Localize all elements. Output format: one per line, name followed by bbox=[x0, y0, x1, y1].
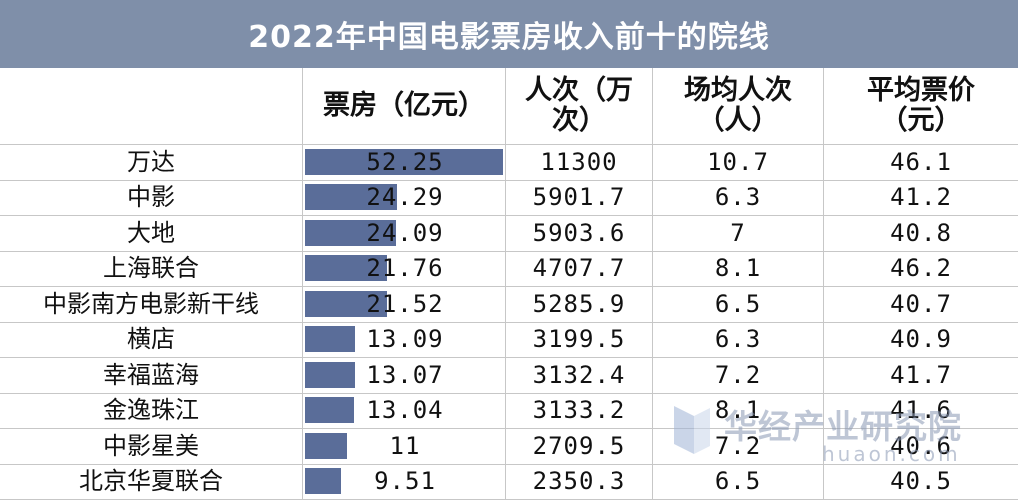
box-office-value: 13.04 bbox=[366, 396, 444, 425]
avg-per-show-cell: 6.5 bbox=[714, 467, 762, 496]
avg-price-cell: 40.7 bbox=[890, 289, 952, 318]
header-attendance: 人次（万 次） bbox=[506, 68, 652, 144]
watermark: 华经产业研究院 huaon.com bbox=[672, 400, 1002, 470]
avg-per-show-cell: 7.2 bbox=[714, 431, 762, 460]
row-name-cell: 中影 bbox=[127, 183, 175, 212]
avg-per-show-cell: 8.1 bbox=[714, 254, 762, 283]
row-name-cell: 中影南方电影新干线 bbox=[43, 289, 259, 318]
attendance-cell: 5903.6 bbox=[532, 218, 626, 247]
box-office-value: 11 bbox=[389, 431, 421, 460]
table-row: 上海联合 21.76 4707.7 8.1 46.2 bbox=[0, 251, 1018, 287]
box-office-bar bbox=[305, 148, 503, 175]
row-name-cell: 大地 bbox=[127, 218, 175, 247]
box-office-bar bbox=[305, 397, 355, 424]
box-office-bar bbox=[305, 219, 397, 246]
table-row: 幸福蓝海 13.07 3132.4 7.2 41.7 bbox=[0, 357, 1018, 394]
avg-price-cell: 40.8 bbox=[890, 218, 952, 247]
table-row: 万达 52.25 11300 10.7 46.1 bbox=[0, 144, 1018, 181]
box-office-bar bbox=[305, 290, 387, 317]
grid-line bbox=[302, 68, 303, 500]
box-office-value: 24.29 bbox=[366, 183, 444, 212]
box-office-value: 24.09 bbox=[366, 218, 444, 247]
header-attendance-line2: 次） bbox=[552, 105, 606, 136]
avg-per-show-cell: 7 bbox=[730, 218, 746, 247]
avg-price-cell: 46.1 bbox=[890, 147, 952, 176]
row-name-cell: 横店 bbox=[127, 325, 175, 354]
attendance-cell: 2709.5 bbox=[532, 431, 626, 460]
row-name-cell: 万达 bbox=[127, 147, 175, 176]
attendance-cell: 3199.5 bbox=[532, 325, 626, 354]
watermark-url: huaon.com bbox=[822, 442, 961, 466]
table-row: 金逸珠江 13.04 3133.2 8.1 41.6 bbox=[0, 393, 1018, 429]
avg-price-cell: 41.2 bbox=[890, 183, 952, 212]
header-avg-price: 平均票价 （元） bbox=[824, 68, 1018, 144]
box-office-value: 21.76 bbox=[366, 254, 444, 283]
table-row: 中影星美 11 2709.5 7.2 40.6 bbox=[0, 428, 1018, 465]
avg-per-show-cell: 10.7 bbox=[707, 147, 769, 176]
header-avg-price-line1: 平均票价 bbox=[867, 75, 975, 107]
box-office-value: 9.51 bbox=[374, 467, 436, 496]
avg-price-cell: 41.6 bbox=[890, 396, 952, 425]
header-avg-price-line2: （元） bbox=[880, 105, 962, 136]
attendance-cell: 5901.7 bbox=[532, 183, 626, 212]
row-name-cell: 幸福蓝海 bbox=[103, 360, 199, 389]
header-box-office: 票房（亿元） bbox=[323, 90, 485, 122]
row-name-cell: 金逸珠江 bbox=[103, 396, 199, 425]
header-name bbox=[0, 68, 302, 144]
box-office-bar bbox=[305, 361, 355, 388]
table-row: 中影南方电影新干线 21.52 5285.9 6.5 40.7 bbox=[0, 286, 1018, 323]
table-row: 大地 24.09 5903.6 7 40.8 bbox=[0, 215, 1018, 252]
attendance-cell: 5285.9 bbox=[532, 289, 626, 318]
avg-per-show-cell: 7.2 bbox=[714, 360, 762, 389]
row-name-cell: 上海联合 bbox=[103, 254, 199, 283]
header-avg-per-show-line2: （人） bbox=[697, 105, 779, 136]
avg-price-cell: 40.6 bbox=[890, 431, 952, 460]
header-attendance-line1: 人次（万 bbox=[525, 75, 633, 107]
grid-line bbox=[505, 68, 506, 500]
attendance-cell: 11300 bbox=[540, 147, 618, 176]
grid-line bbox=[652, 68, 653, 500]
watermark-text: 华经产业研究院 bbox=[724, 407, 962, 446]
avg-per-show-cell: 6.3 bbox=[714, 183, 762, 212]
avg-price-cell: 46.2 bbox=[890, 254, 952, 283]
row-name-cell: 北京华夏联合 bbox=[79, 467, 223, 496]
avg-price-cell: 40.9 bbox=[890, 325, 952, 354]
header-avg-per-show-line1: 场均人次 bbox=[684, 75, 792, 107]
avg-price-cell: 40.5 bbox=[890, 467, 952, 496]
attendance-cell: 3133.2 bbox=[532, 396, 626, 425]
table-header-row: 票房（亿元） 人次（万 次） 场均人次 （人） 平均票价 （元） bbox=[0, 68, 1018, 145]
header-avg-per-show: 场均人次 （人） bbox=[653, 68, 823, 144]
table-row: 横店 13.09 3199.5 6.3 40.9 bbox=[0, 322, 1018, 358]
attendance-cell: 2350.3 bbox=[532, 467, 626, 496]
attendance-cell: 4707.7 bbox=[532, 254, 626, 283]
avg-per-show-cell: 8.1 bbox=[714, 396, 762, 425]
box-office-value: 21.52 bbox=[366, 289, 444, 318]
table-row: 中影 24.29 5901.7 6.3 41.2 bbox=[0, 180, 1018, 216]
box-office-bar bbox=[305, 255, 388, 282]
attendance-cell: 3132.4 bbox=[532, 360, 626, 389]
watermark-logo-icon bbox=[674, 406, 710, 454]
box-office-bar bbox=[305, 468, 342, 495]
avg-price-cell: 41.7 bbox=[890, 360, 952, 389]
row-name-cell: 中影星美 bbox=[103, 431, 199, 460]
box-office-value: 52.25 bbox=[366, 147, 444, 176]
table-title: 2022年中国电影票房收入前十的院线 bbox=[0, 0, 1018, 68]
grid-line bbox=[823, 68, 824, 500]
box-office-value: 13.09 bbox=[366, 325, 444, 354]
box-office-bar bbox=[305, 326, 355, 353]
avg-per-show-cell: 6.3 bbox=[714, 325, 762, 354]
box-office-value: 13.07 bbox=[366, 360, 444, 389]
box-office-bar bbox=[305, 184, 398, 211]
avg-per-show-cell: 6.5 bbox=[714, 289, 762, 318]
box-office-bar bbox=[305, 432, 347, 459]
